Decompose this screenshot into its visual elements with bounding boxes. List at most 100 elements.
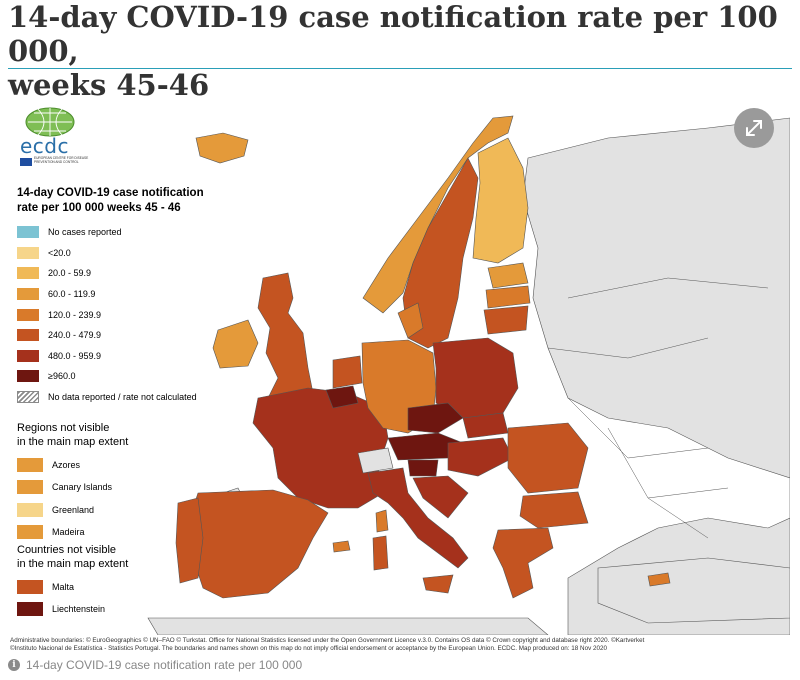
caption-text: 14-day COVID-19 case notification rate p… (26, 658, 303, 672)
legend-rate-label: No data reported / rate not calculated (48, 392, 197, 403)
legend-rate-label: 480.0 - 959.9 (48, 350, 102, 361)
legend-region-swatch (17, 480, 43, 495)
legend-rate-swatch (17, 267, 39, 280)
eu-flag-icon (20, 158, 32, 166)
legend-rate-swatch (17, 308, 39, 321)
hungary (447, 437, 514, 477)
bulgaria (519, 491, 589, 529)
page-title: 14-day COVID-19 case notification rate p… (8, 0, 792, 102)
countries-heading-line1: Countries not visible (17, 544, 117, 557)
legend-rate-swatch (17, 329, 39, 342)
finland (472, 137, 529, 264)
legend-rate-label: No cases reported (48, 227, 122, 238)
legend-rate-item: 240.0 - 479.9 (17, 325, 217, 346)
info-icon: i (8, 659, 20, 671)
legend-region-item: Greenland (17, 498, 217, 521)
page-title-line2: weeks 45-46 (8, 68, 210, 102)
legend-rate-item: 60.0 - 119.9 (17, 284, 217, 305)
legend-rate-swatch (17, 288, 39, 301)
ecdc-logo: ecdc EUROPEAN CENTRE FOR DISEASE PREVENT… (16, 102, 106, 172)
legend-rate-swatch (17, 370, 39, 383)
legend-region-swatch (17, 525, 43, 540)
sweden (402, 157, 479, 349)
legend-region-item: Azores (17, 453, 217, 476)
legend-rate-swatch (17, 246, 39, 259)
italy (367, 467, 469, 569)
title-divider (8, 68, 792, 69)
legend-region-label: Canary Islands (52, 482, 113, 493)
legend-country-swatch (17, 579, 43, 594)
legend-countries: Malta Liechtenstein (17, 575, 217, 620)
netherlands (332, 355, 363, 389)
legend-country-item: Liechtenstein (17, 598, 217, 621)
legend-rate-item: <20.0 (17, 243, 217, 264)
legend-region-item: Madeira (17, 521, 217, 544)
ireland (212, 319, 259, 369)
legend-rate-label: 120.0 - 239.9 (48, 309, 102, 320)
credits-line1: Administrative boundaries: © EuroGeograp… (10, 637, 645, 644)
legend-title: 14-day COVID-19 case notification rate p… (17, 186, 217, 216)
legend-region-swatch (17, 502, 43, 517)
legend-regions: Azores Canary Islands Greenland Madeira (17, 453, 217, 543)
legend-title-line2: rate per 100 000 weeks 45 - 46 (17, 202, 181, 214)
credits-line2: ©Instituto Nacional de Estatística - Sta… (10, 645, 607, 652)
latvia (485, 285, 531, 309)
countries-heading: Countries not visible in the main map ex… (17, 543, 217, 571)
legend-rate-swatch (17, 226, 39, 239)
legend-region-label: Azores (52, 459, 81, 470)
czechia (407, 402, 464, 434)
norway (362, 115, 514, 314)
legend-region-label: Madeira (52, 527, 85, 538)
page-title-line1: 14-day COVID-19 case notification rate p… (8, 0, 778, 68)
legend-rate-item: No data reported / rate not calculated (17, 387, 217, 408)
ecdc-logo-subtext: EUROPEAN CENTRE FOR DISEASE PREVENTION A… (34, 156, 89, 164)
legend-country-label: Malta (52, 581, 75, 592)
expand-arrows-icon (746, 120, 762, 136)
ecdc-globe-icon (25, 107, 75, 137)
corsica (375, 509, 389, 533)
legend-rate-swatch (17, 391, 39, 404)
map-credits: Administrative boundaries: © EuroGeograp… (10, 637, 790, 653)
countries-heading-line2: in the main map extent (17, 558, 129, 571)
legend-country-item: Malta (17, 575, 217, 598)
legend-rate-item: ≥960.0 (17, 366, 217, 387)
sicily (422, 574, 454, 594)
portugal (175, 497, 204, 584)
cyprus (647, 572, 671, 587)
legend-title-line1: 14-day COVID-19 case notification (17, 187, 204, 199)
switzerland (357, 447, 394, 474)
legend-rate-label: 20.0 - 59.9 (48, 268, 92, 279)
legend-rate-item: No cases reported (17, 222, 217, 243)
legend-rate-label: 240.0 - 479.9 (48, 330, 102, 341)
legend-region-swatch (17, 457, 43, 472)
legend-rate-item: 20.0 - 59.9 (17, 263, 217, 284)
legend-region-label: Greenland (52, 504, 95, 515)
romania (507, 422, 589, 494)
iceland (195, 132, 249, 164)
legend-country-label: Liechtenstein (52, 604, 106, 615)
image-caption: i 14-day COVID-19 case notification rate… (8, 658, 302, 672)
non-eu-borders (547, 277, 769, 539)
greece (492, 527, 554, 599)
regions-heading-line1: Regions not visible (17, 422, 110, 435)
ecdc-logo-text: ecdc (20, 134, 69, 158)
map-legend: 14-day COVID-19 case notification rate p… (17, 186, 217, 620)
legend-region-item: Canary Islands (17, 476, 217, 499)
regions-heading: Regions not visible in the main map exte… (17, 421, 217, 449)
regions-heading-line2: in the main map extent (17, 436, 129, 449)
map-image: ecdc EUROPEAN CENTRE FOR DISEASE PREVENT… (8, 98, 790, 635)
legend-rate-label: 60.0 - 119.9 (48, 289, 96, 300)
balearic-islands (332, 540, 351, 553)
sardinia (372, 535, 389, 571)
croatia (412, 475, 469, 519)
legend-country-swatch (17, 602, 43, 617)
estonia (487, 262, 529, 289)
legend-rate-item: 120.0 - 239.9 (17, 304, 217, 325)
lithuania (483, 305, 529, 335)
belgium (325, 385, 359, 409)
europe-choropleth-map (8, 98, 790, 635)
denmark (397, 302, 424, 339)
expand-button[interactable] (734, 108, 774, 148)
legend-rate-label: <20.0 (48, 247, 71, 258)
legend-rate-label: ≥960.0 (48, 371, 76, 382)
